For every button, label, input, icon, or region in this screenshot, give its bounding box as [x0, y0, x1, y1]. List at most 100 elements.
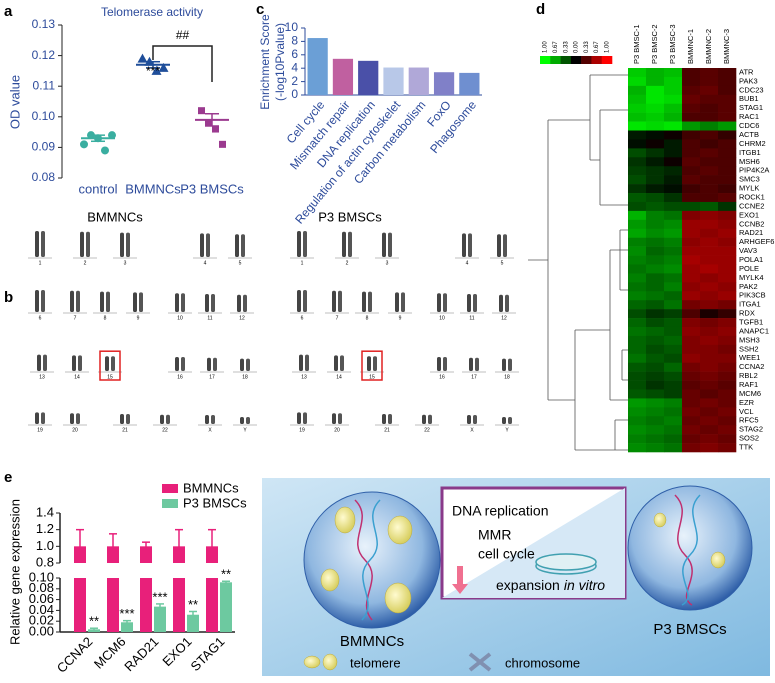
legend-icon: [468, 652, 492, 672]
chromosome: [211, 294, 215, 312]
heatmap-cell: [682, 282, 701, 292]
heatmap-cell: [646, 291, 665, 301]
heatmap-cell: [664, 362, 683, 372]
heatmap-cell: [646, 434, 665, 444]
colorbar-swatch: [550, 56, 561, 64]
legend-icon: [303, 655, 321, 669]
bar: [358, 60, 379, 95]
colorbar-label: 0.33: [584, 41, 590, 53]
chromosome-label: 21: [384, 427, 390, 433]
chromosome: [76, 413, 80, 424]
heatmap-cell: [646, 210, 665, 221]
heatmap-cell: [700, 407, 719, 417]
bar: [187, 614, 199, 632]
heatmap-cell: [628, 255, 647, 265]
heatmap-cell: [664, 139, 683, 149]
heatmap-cell: [700, 76, 719, 87]
heatmap-cell: [700, 434, 719, 444]
heatmap-cell: [664, 246, 683, 256]
heatmap-cell: [718, 157, 737, 167]
heatmap-cell: [646, 175, 665, 185]
heatmap-cell: [700, 398, 719, 408]
heatmap-cell: [628, 139, 647, 149]
chromosome: [175, 293, 179, 312]
heatmap-cell: [700, 273, 719, 283]
heatmap-cell: [700, 139, 719, 149]
heatmap-cell: [664, 76, 683, 87]
heatmap-cell: [646, 246, 665, 256]
heatmap-cell: [646, 344, 665, 355]
heatmap-cell: [700, 193, 719, 203]
heatmap-cell: [628, 264, 647, 274]
chromosome: [362, 291, 366, 312]
y-tick-label: 0.10: [29, 569, 54, 584]
y-tick-label: 1.0: [36, 538, 54, 553]
heatmap-cell: [700, 121, 719, 131]
colorbar-swatch: [570, 56, 582, 64]
annotation: ##: [176, 28, 190, 42]
heatmap-cell: [664, 282, 683, 292]
heatmap-cell: [646, 326, 665, 337]
heatmap-cell: [646, 273, 665, 283]
chromosome: [160, 414, 164, 424]
chromosome-label: 6: [39, 315, 42, 321]
chromosome: [86, 231, 90, 257]
heatmap-cell: [682, 201, 701, 212]
bar: [173, 578, 185, 632]
heatmap-cell: [646, 425, 665, 435]
chromosome: [205, 294, 209, 312]
heatmap-cell: [682, 425, 701, 435]
heatmap-cell: [718, 255, 737, 265]
heatmap-cell: [718, 103, 737, 113]
row-label: MSH3: [739, 335, 760, 344]
heatmap-cell: [646, 309, 665, 319]
heatmap-cell: [646, 184, 665, 194]
heatmap-cell: [664, 130, 683, 140]
chromosome: [297, 412, 301, 424]
heatmap-cell: [700, 264, 719, 274]
heatmap-cell: [682, 85, 701, 96]
heatmap-cell: [646, 237, 665, 247]
chromosome: [211, 415, 215, 424]
heatmap-cell: [664, 416, 683, 426]
heatmap-cell: [718, 282, 737, 292]
heatmap-cell: [664, 103, 683, 113]
heatmap-cell: [664, 407, 683, 417]
heatmap-cell: [628, 326, 647, 337]
heatmap-cell: [718, 273, 737, 283]
chromosome: [297, 231, 301, 257]
chromosome-label: 21: [122, 427, 128, 433]
heatmap-cell: [664, 425, 683, 435]
heatmap-cell: [700, 112, 719, 122]
heatmap-cell: [700, 237, 719, 247]
colorbar-label: 1.00: [543, 41, 549, 53]
y-tick-label: 0.06: [29, 591, 54, 606]
process-text: DNA replication: [452, 503, 549, 519]
chromosome: [348, 231, 352, 257]
chromosome: [368, 291, 372, 312]
chromosome: [126, 414, 130, 424]
heatmap-cell: [682, 300, 701, 310]
colorbar-label: 0.67: [594, 41, 600, 53]
heatmap-cell: [700, 184, 719, 194]
heatmap-cell: [700, 309, 719, 319]
row-label: SMC3: [739, 175, 760, 184]
row-label: MCM6: [739, 389, 761, 398]
chromosome: [35, 290, 39, 312]
chromosome: [305, 354, 309, 371]
chromosome: [80, 231, 84, 257]
chromosome: [334, 355, 338, 371]
chromosome: [35, 231, 39, 257]
chromosome-label: 18: [504, 374, 510, 380]
heatmap-cell: [664, 148, 683, 158]
chromosome-label: 1: [301, 260, 304, 266]
heatmap-cell: [682, 389, 701, 399]
heatmap-cell: [682, 443, 701, 453]
heatmap-cell: [682, 184, 701, 194]
heatmap-cell: [646, 121, 665, 131]
heatmap-cell: [628, 201, 647, 212]
chromosome: [166, 414, 170, 424]
y-tick-label: 0.13: [32, 17, 56, 31]
chromosome-label: 22: [162, 427, 168, 433]
